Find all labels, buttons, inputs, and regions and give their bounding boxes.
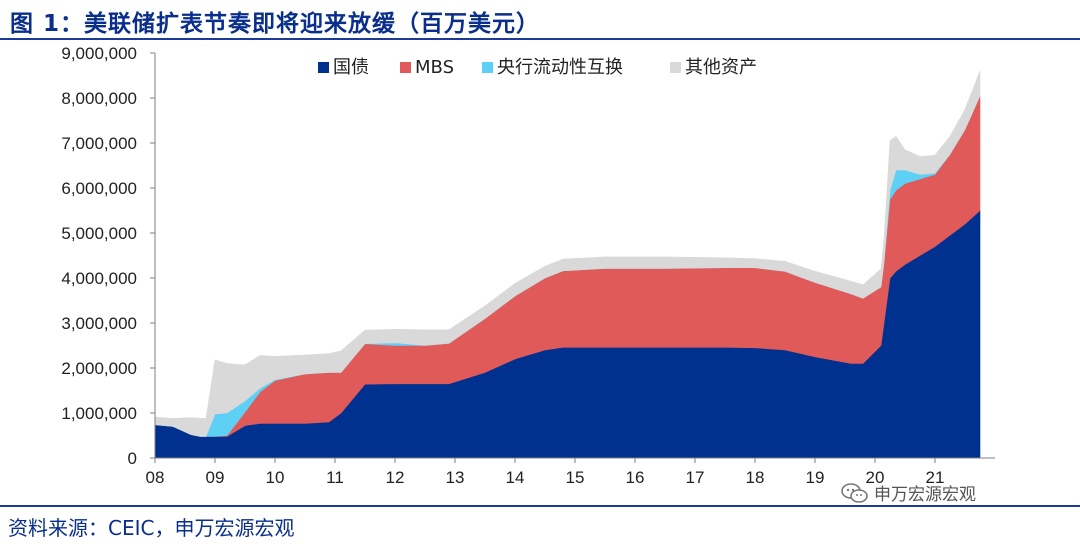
x-tick-label: 18 [746,468,765,487]
y-tick-label: 0 [128,449,137,468]
axes: 0 1,000,000 2,000,000 3,000,000 4,000,000 5,0… [61,44,995,487]
chart-title: 图 1：美联储扩表节奏即将迎来放缓（百万美元） [10,11,541,37]
x-tick-label: 20 [866,468,885,487]
x-tick-label: 21 [926,468,945,487]
y-tick-label: 6,000,000 [61,179,137,198]
legend-swatch [670,62,681,73]
legend-label: MBS [415,57,454,78]
source-rule [0,505,1080,507]
y-tick-label: 5,000,000 [61,224,137,243]
y-tick-label: 7,000,000 [61,134,137,153]
y-tick-label: 3,000,000 [61,314,137,333]
legend-swatch [482,62,493,73]
x-tick-label: 19 [806,468,825,487]
legend-label: 国债 [333,57,369,78]
x-tick-label: 15 [566,468,585,487]
x-tick-label: 13 [446,468,465,487]
series-area-3 [154,70,981,437]
y-tick-label: 2,000,000 [61,359,137,378]
y-tick-label: 9,000,000 [61,44,137,63]
legend-label: 其他资产 [685,57,757,78]
legend-swatch [318,62,329,73]
watermark-text: 申万宏源宏观 [874,485,976,505]
title-rule [0,38,1080,40]
watermark: 申万宏源宏观 [840,480,976,505]
x-tick-label: 09 [206,468,225,487]
wechat-icon [841,482,868,503]
legend-label: 央行流动性互换 [497,57,623,78]
legend-swatch [400,62,411,73]
x-tick-label: 11 [326,468,344,487]
y-tick-label: 1,000,000 [61,404,137,423]
source-note: 资料来源：CEIC，申万宏源宏观 [8,516,295,540]
legend: 国债 MBS 央行流动性互换 其他资产 [318,57,757,78]
plot-series [154,70,981,459]
x-tick-label: 16 [626,468,645,487]
x-tick-label: 10 [266,468,285,487]
y-tick-label: 4,000,000 [61,269,137,288]
x-tick-label: 08 [146,468,165,487]
x-tick-label: 12 [386,468,405,487]
y-tick-label: 8,000,000 [61,89,137,108]
x-tick-label: 17 [686,468,705,487]
stacked-area-chart: 0 1,000,000 2,000,000 3,000,000 4,000,000 5,0… [61,44,995,487]
x-tick-label: 14 [506,468,525,487]
